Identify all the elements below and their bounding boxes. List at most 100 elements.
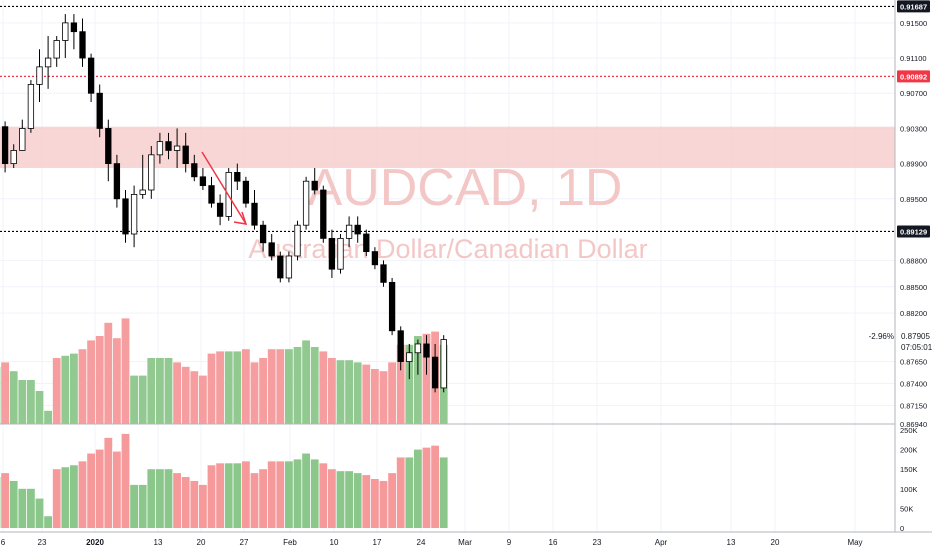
- candle[interactable]: [80, 18, 86, 66]
- candle[interactable]: [71, 14, 77, 49]
- volume-bar[interactable]: [233, 463, 241, 528]
- volume-bar[interactable]: [18, 489, 26, 528]
- candle-body: [243, 181, 249, 203]
- volume-bar[interactable]: [156, 469, 164, 528]
- overlay-volume-bar: [87, 340, 95, 424]
- volume-bar[interactable]: [225, 463, 233, 528]
- candle[interactable]: [321, 186, 327, 243]
- candle[interactable]: [106, 120, 112, 182]
- candle[interactable]: [338, 234, 344, 274]
- overlay-volume-bar: [182, 367, 190, 424]
- volume-bar[interactable]: [414, 450, 422, 528]
- volume-pane: [0, 434, 448, 528]
- volume-bar[interactable]: [311, 459, 319, 528]
- volume-bar[interactable]: [79, 461, 87, 528]
- overlay-volume-bar: [79, 349, 87, 424]
- volume-bar[interactable]: [27, 489, 35, 528]
- volume-bar[interactable]: [362, 475, 370, 528]
- candle[interactable]: [37, 49, 43, 102]
- candle[interactable]: [278, 252, 284, 283]
- candle[interactable]: [209, 177, 215, 208]
- volume-bar[interactable]: [104, 438, 112, 528]
- volume-bar[interactable]: [122, 434, 130, 528]
- volume-bar[interactable]: [397, 457, 405, 528]
- volume-bar[interactable]: [113, 452, 121, 528]
- volume-bar[interactable]: [208, 465, 216, 528]
- volume-bar[interactable]: [96, 450, 104, 528]
- volume-bar[interactable]: [388, 473, 396, 528]
- volume-bar[interactable]: [147, 469, 155, 528]
- overlay-volume-bar: [53, 358, 61, 424]
- volume-bar[interactable]: [216, 463, 224, 528]
- volume-bar[interactable]: [354, 473, 362, 528]
- candle[interactable]: [63, 14, 69, 58]
- candle[interactable]: [295, 221, 301, 261]
- candle-body: [166, 142, 172, 151]
- volume-bar[interactable]: [337, 471, 345, 528]
- candle[interactable]: [28, 80, 34, 133]
- volume-bar[interactable]: [276, 461, 284, 528]
- price-badge-label: 0.91687: [900, 2, 927, 11]
- volume-bar[interactable]: [87, 454, 95, 528]
- volume-bar[interactable]: [173, 473, 181, 528]
- volume-bar[interactable]: [328, 469, 336, 528]
- candle[interactable]: [389, 278, 395, 335]
- candle[interactable]: [123, 190, 129, 243]
- volume-bar[interactable]: [431, 446, 439, 528]
- candle-body: [252, 203, 258, 225]
- overlay-volume-bar: [362, 365, 370, 424]
- volume-bar[interactable]: [53, 469, 61, 528]
- volume-bar[interactable]: [10, 481, 18, 528]
- volume-bar[interactable]: [190, 481, 198, 528]
- candle[interactable]: [131, 186, 137, 248]
- volume-bar[interactable]: [61, 467, 69, 528]
- volume-bar[interactable]: [1, 473, 9, 528]
- candle[interactable]: [20, 120, 26, 151]
- candle[interactable]: [286, 252, 292, 283]
- candle-body: [54, 40, 60, 58]
- candle[interactable]: [54, 36, 60, 67]
- volume-bar[interactable]: [405, 457, 413, 528]
- volume-bar[interactable]: [440, 457, 448, 528]
- volume-bar[interactable]: [294, 459, 302, 528]
- volume-bar[interactable]: [70, 465, 78, 528]
- volume-bar[interactable]: [423, 448, 431, 528]
- candle[interactable]: [45, 36, 51, 89]
- volume-tick-label: 150K: [900, 465, 918, 474]
- volume-bar[interactable]: [251, 473, 259, 528]
- candle[interactable]: [303, 177, 309, 230]
- volume-bar[interactable]: [36, 499, 44, 528]
- volume-bar[interactable]: [139, 485, 147, 528]
- volume-bar[interactable]: [182, 477, 190, 528]
- candle-body: [286, 256, 292, 278]
- volume-bar[interactable]: [371, 479, 379, 528]
- candle[interactable]: [252, 190, 258, 230]
- candle[interactable]: [88, 54, 94, 102]
- volume-bar[interactable]: [319, 463, 327, 528]
- price-badge-label: 0.90892: [900, 72, 927, 81]
- time-tick-label: 20: [771, 538, 780, 547]
- volume-bar[interactable]: [44, 516, 52, 528]
- volume-bar[interactable]: [242, 461, 250, 528]
- candle-body: [278, 256, 284, 278]
- volume-bar[interactable]: [130, 485, 138, 528]
- volume-bar[interactable]: [285, 461, 293, 528]
- volume-bar[interactable]: [165, 469, 173, 528]
- volume-bar[interactable]: [345, 471, 353, 528]
- candle[interactable]: [441, 335, 447, 392]
- volume-bar[interactable]: [259, 469, 267, 528]
- candle-body: [321, 190, 327, 238]
- candle[interactable]: [243, 177, 249, 208]
- overlay-volume-bar: [268, 349, 276, 424]
- candle-body: [131, 194, 137, 234]
- volume-bar[interactable]: [268, 461, 276, 528]
- volume-bar[interactable]: [199, 485, 207, 528]
- candle[interactable]: [381, 260, 387, 286]
- time-tick-label: 2020: [86, 538, 104, 547]
- volume-bar[interactable]: [302, 454, 310, 528]
- candle-body: [217, 203, 223, 216]
- volume-bar[interactable]: [380, 481, 388, 528]
